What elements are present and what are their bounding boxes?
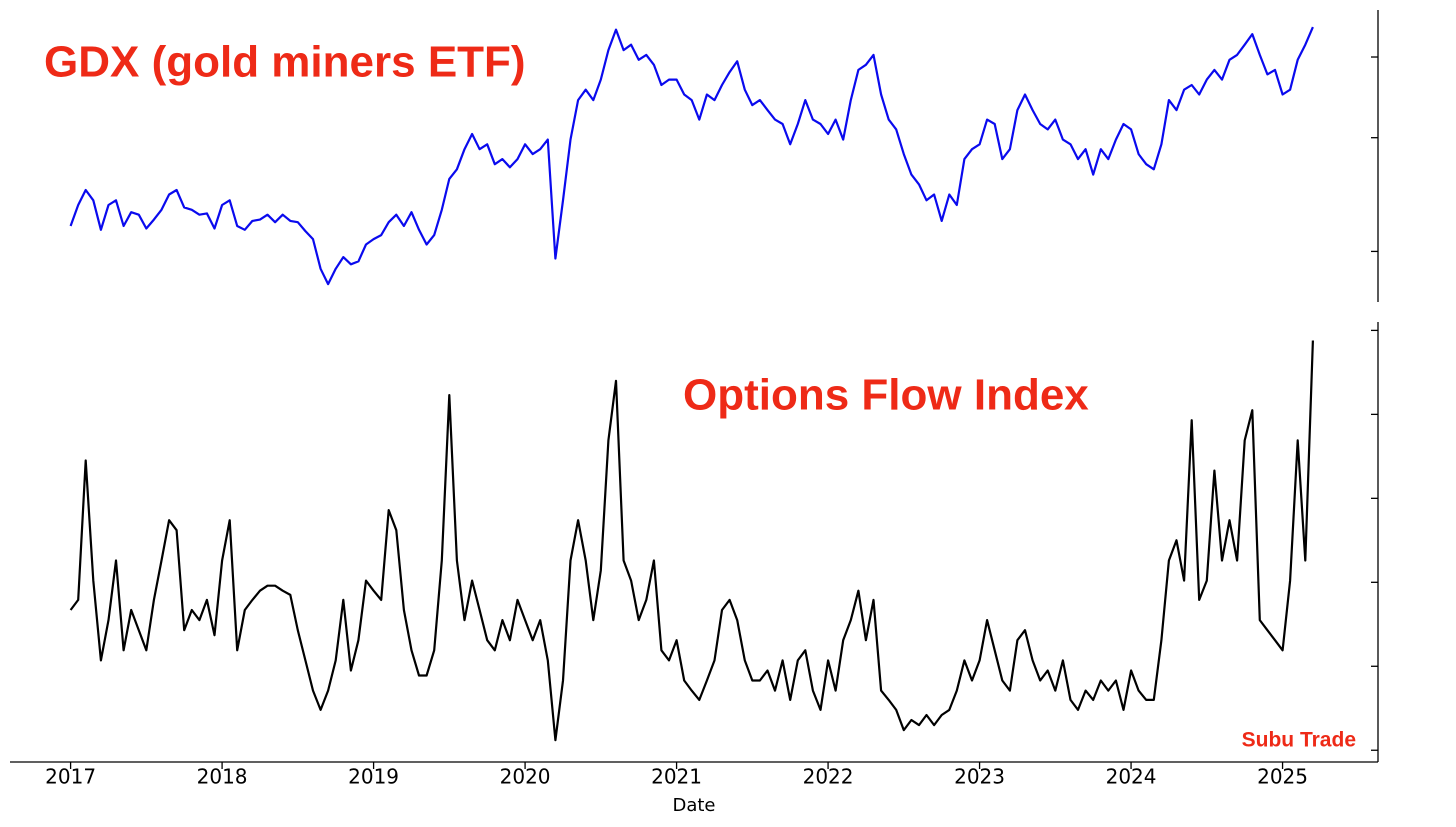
data-line xyxy=(69,340,1314,742)
x-tick-label: 2021 xyxy=(651,765,702,789)
x-tick-label: 2019 xyxy=(348,765,399,789)
x-tick-label: 2020 xyxy=(500,765,551,789)
x-tick-label: 2017 xyxy=(45,765,96,789)
chart-title: Options Flow Index xyxy=(683,371,1089,420)
chart-title: GDX (gold miners ETF) xyxy=(44,38,526,87)
x-axis-label: Date xyxy=(672,795,715,816)
x-tick-label: 2018 xyxy=(197,765,248,789)
x-tick-label: 2022 xyxy=(803,765,854,789)
x-tick-label: 2025 xyxy=(1257,765,1308,789)
x-tick-label: 2024 xyxy=(1106,765,1157,789)
x-tick-label: 2023 xyxy=(954,765,1005,789)
data-line xyxy=(69,26,1314,286)
watermark: Subu Trade xyxy=(1242,729,1356,752)
